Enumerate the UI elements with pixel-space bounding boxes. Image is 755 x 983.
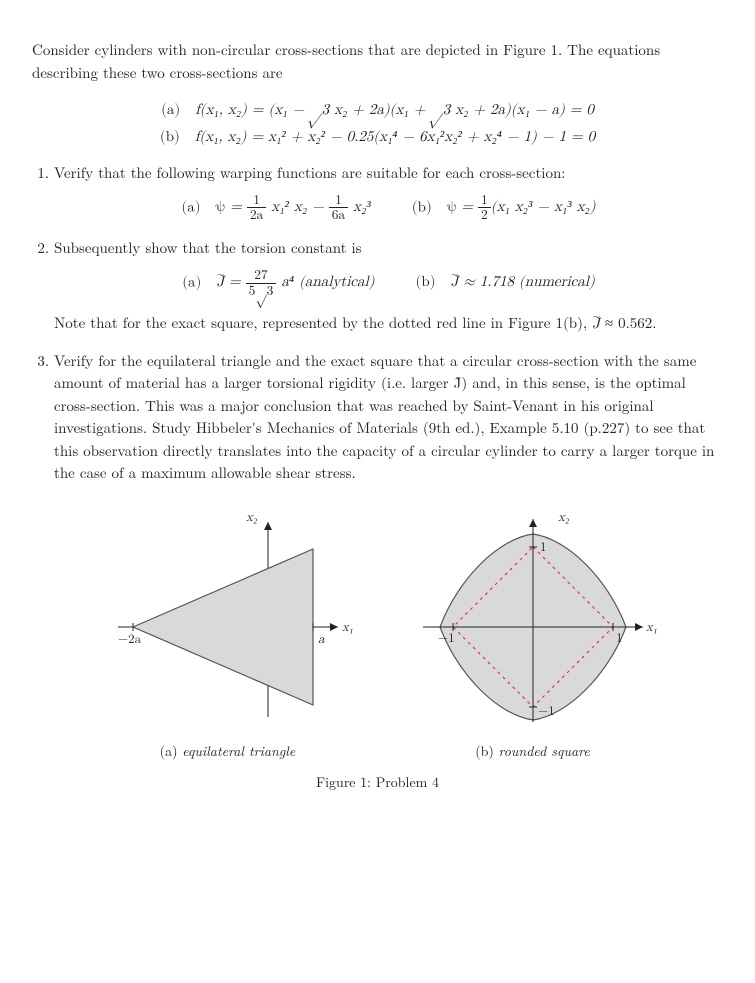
figure-row: x₂ x₁ −2a a (a) equilateral triangle x₂ … (32, 507, 723, 763)
sq-x2-label: x₂ (558, 511, 570, 524)
eq-b: f(x₁, x₂) = x₁² + x₂² − 0.25(x₁⁴ − 6x₁²x… (195, 129, 595, 144)
item-1: Verify that the following warping functi… (54, 162, 723, 223)
item-2-lead: Subsequently show that the torsion const… (54, 237, 362, 258)
warp-b-label: (b) (412, 199, 432, 214)
tors-b-label: (b) (416, 274, 436, 289)
eq-a: f(x₁, x₂) = (x₁ − √3 x₂ + 2a)(x₁ + √3 x₂… (195, 102, 594, 117)
sq-one: 1 (616, 632, 623, 645)
item-2-note: Note that for the exact square, represen… (54, 312, 723, 336)
tri-left-label: −2a (118, 633, 142, 646)
sq-x1-label: x₁ (646, 621, 657, 634)
fig-a-label: (a) (160, 741, 183, 761)
warp-a-label: (a) (181, 199, 200, 214)
eq-b-label: (b) (160, 129, 180, 144)
eq-a-label: (a) (161, 102, 180, 117)
tors-a-label: (a) (182, 274, 201, 289)
square-svg: x₂ x₁ 1 −1 1 −1 (408, 507, 658, 727)
intro-paragraph: Consider cylinders with non-circular cro… (32, 39, 723, 84)
cross-section-equations: (a) f(x₁, x₂) = (x₁ − √3 x₂ + 2a)(x₁ + √… (32, 99, 723, 148)
tri-x2-label: x₂ (246, 511, 258, 524)
torsion-equations: (a) J = 275√3 a⁴ (analytical) (b) J ≈ 1.… (54, 268, 723, 299)
warping-equations: (a) ψ = 12a x₁² x₂ − 16a x₂³ (b) ψ = 12(… (54, 193, 723, 224)
figure-b: x₂ x₁ 1 −1 1 −1 (b) rounded square (408, 507, 658, 763)
fig-b-label: (b) (475, 741, 498, 761)
item-1-lead: Verify that the following warping functi… (54, 162, 565, 183)
triangle-svg: x₂ x₁ −2a a (98, 507, 358, 727)
sq-one-y: 1 (540, 541, 547, 554)
figure-main-caption: Figure 1: Problem 4 (32, 772, 723, 793)
figure-a: x₂ x₁ −2a a (a) equilateral triangle (98, 507, 358, 763)
sq-mone-y: −1 (538, 705, 555, 718)
item-2: Subsequently show that the torsion const… (54, 237, 723, 336)
tri-right-label: a (318, 633, 325, 646)
sq-mone: −1 (438, 632, 455, 645)
tri-x1-label: x₁ (342, 621, 353, 634)
problem-list: Verify that the following warping functi… (32, 162, 723, 485)
fig-b-text: rounded square (499, 741, 590, 761)
item-3: Verify for the equilateral triangle and … (54, 350, 723, 485)
fig-a-text: equilateral triangle (182, 741, 295, 761)
